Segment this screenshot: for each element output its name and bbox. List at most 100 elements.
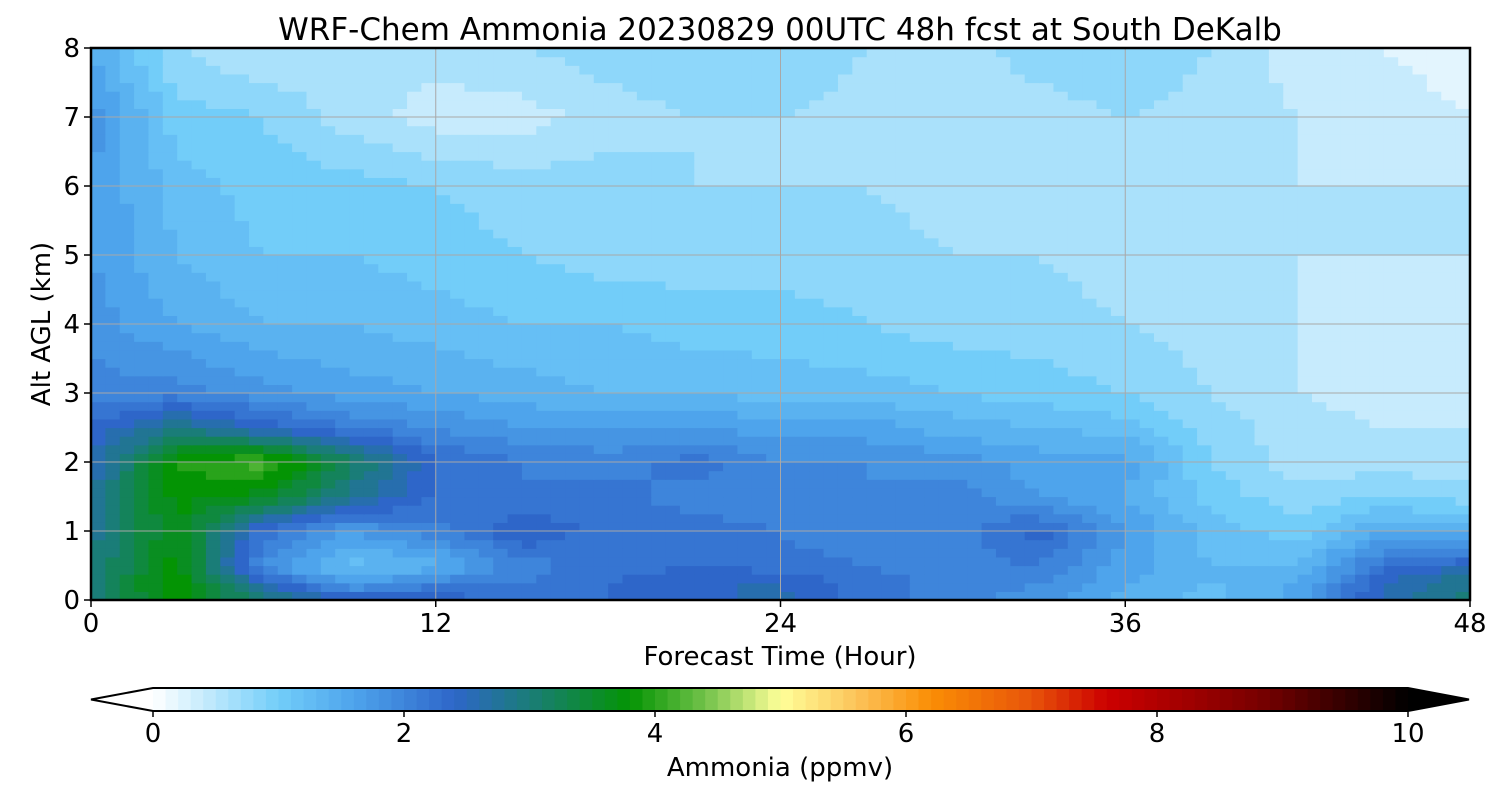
heatmap-cell	[1412, 462, 1428, 472]
heatmap-cell	[967, 513, 983, 523]
heatmap-cell	[450, 160, 466, 170]
heatmap-cell	[1398, 410, 1414, 420]
heatmap-cell	[1398, 315, 1414, 325]
heatmap-cell	[521, 487, 537, 498]
heatmap-cell	[636, 444, 652, 454]
heatmap-cell	[234, 487, 250, 498]
heatmap-cell	[866, 591, 882, 601]
heatmap-cell	[277, 522, 293, 532]
heatmap-cell	[665, 324, 681, 334]
heatmap-cell	[1268, 548, 1284, 558]
heatmap-cell	[378, 151, 394, 161]
heatmap-cell	[91, 255, 106, 265]
heatmap-cell	[1268, 496, 1284, 506]
heatmap-cell	[1240, 272, 1256, 282]
heatmap-cell	[220, 375, 236, 385]
heatmap-cell	[1383, 160, 1399, 170]
heatmap-cell	[478, 280, 494, 291]
heatmap-cell	[909, 462, 925, 472]
heatmap-cell	[1297, 220, 1313, 230]
heatmap-cell	[1168, 298, 1184, 308]
heatmap-cell	[852, 496, 868, 506]
heatmap-cell	[1355, 255, 1371, 265]
heatmap-cell	[263, 479, 279, 489]
heatmap-cell	[1168, 237, 1184, 247]
heatmap-cell	[162, 315, 178, 325]
heatmap-cell	[1153, 582, 1169, 592]
heatmap-cell	[435, 194, 451, 204]
heatmap-cell	[1283, 194, 1299, 204]
heatmap-cell	[1441, 315, 1457, 325]
heatmap-cell	[1355, 324, 1371, 334]
heatmap-cell	[119, 324, 135, 334]
heatmap-cell	[708, 479, 724, 489]
heatmap-cell	[148, 574, 164, 584]
heatmap-cell	[536, 453, 552, 463]
heatmap-cell	[392, 436, 408, 446]
heatmap-cell	[1139, 539, 1155, 549]
heatmap-cell	[1311, 358, 1327, 368]
heatmap-cell	[536, 211, 552, 222]
heatmap-cell	[852, 203, 868, 213]
heatmap-cell	[464, 513, 480, 523]
heatmap-cell	[924, 289, 940, 299]
heatmap-cell	[952, 410, 968, 420]
heatmap-cell	[550, 487, 566, 498]
heatmap-cell	[1441, 186, 1457, 196]
heatmap-cell	[809, 298, 825, 308]
heatmap-cell	[1426, 332, 1442, 342]
heatmap-cell	[608, 263, 624, 273]
heatmap-cell	[1039, 203, 1055, 213]
heatmap-cell	[1082, 479, 1098, 489]
heatmap-cell	[1355, 237, 1371, 247]
heatmap-cell	[220, 410, 236, 420]
heatmap-cell	[737, 522, 753, 532]
heatmap-cell	[234, 401, 250, 411]
heatmap-cell	[450, 177, 466, 187]
heatmap-cell	[938, 479, 954, 489]
heatmap-cell	[148, 436, 164, 446]
heatmap-cell	[91, 341, 106, 351]
heatmap-cell	[1426, 505, 1442, 515]
heatmap-cell	[1311, 522, 1327, 532]
heatmap-cell	[1254, 315, 1270, 325]
heatmap-cell	[823, 487, 839, 498]
heatmap-cell	[1268, 470, 1284, 480]
heatmap-cell	[1412, 289, 1428, 299]
heatmap-cell	[679, 315, 695, 325]
heatmap-cell	[1254, 531, 1270, 541]
heatmap-cell	[737, 324, 753, 334]
heatmap-cell	[1240, 194, 1256, 204]
heatmap-cell	[1082, 393, 1098, 403]
heatmap-cell	[608, 393, 624, 403]
heatmap-cell	[148, 418, 164, 429]
heatmap-cell	[1441, 280, 1457, 291]
heatmap-cell	[134, 375, 150, 385]
heatmap-cell	[881, 289, 897, 299]
heatmap-cell	[1211, 470, 1227, 480]
heatmap-cell	[723, 565, 738, 575]
heatmap-cell	[220, 237, 236, 247]
heatmap-cell	[148, 237, 164, 247]
heatmap-cell	[335, 565, 351, 575]
heatmap-cell	[1153, 496, 1169, 506]
heatmap-cell	[521, 263, 537, 273]
heatmap-cell	[378, 255, 394, 265]
heatmap-cell	[550, 531, 566, 541]
heatmap-cell	[521, 436, 537, 446]
heatmap-cell	[565, 418, 580, 429]
heatmap-cell	[737, 505, 753, 515]
heatmap-cell	[1283, 246, 1299, 256]
heatmap-cell	[967, 332, 983, 342]
heatmap-cell	[1355, 436, 1371, 446]
heatmap-cell	[1168, 548, 1184, 558]
heatmap-cell	[450, 591, 466, 601]
heatmap-cell	[1182, 289, 1198, 299]
heatmap-cell	[177, 220, 193, 230]
heatmap-cell	[378, 582, 394, 592]
heatmap-cell	[177, 194, 193, 204]
heatmap-cell	[1125, 531, 1141, 541]
heatmap-cell	[1211, 289, 1227, 299]
heatmap-cell	[234, 462, 250, 472]
heatmap-cell	[119, 384, 135, 394]
